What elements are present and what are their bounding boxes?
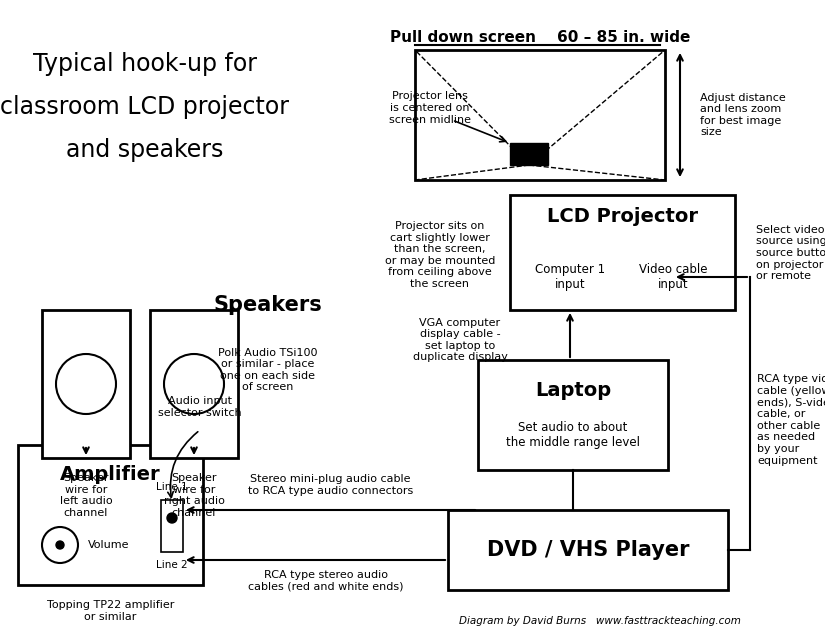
Text: Select video
source using
source button
on projector
or remote: Select video source using source button … [756, 225, 825, 281]
Circle shape [167, 513, 177, 523]
Circle shape [56, 541, 64, 549]
Text: and speakers: and speakers [66, 138, 224, 162]
Text: Pull down screen    60 – 85 in. wide: Pull down screen 60 – 85 in. wide [389, 30, 691, 45]
Text: Amplifier: Amplifier [60, 466, 161, 484]
Text: Topping TP22 amplifier
or similar: Topping TP22 amplifier or similar [47, 600, 174, 621]
Text: Set audio to about
the middle range level: Set audio to about the middle range leve… [506, 421, 640, 449]
Text: Diagram by David Burns   www.fasttrackteaching.com: Diagram by David Burns www.fasttrackteac… [459, 616, 741, 626]
Text: Projector sits on
cart slightly lower
than the screen,
or may be mounted
from ce: Projector sits on cart slightly lower th… [384, 221, 495, 289]
Text: Projector lens
is centered on
screen midline: Projector lens is centered on screen mid… [389, 91, 471, 124]
Text: DVD / VHS Player: DVD / VHS Player [487, 540, 689, 560]
Text: Audio input
selector switch: Audio input selector switch [158, 396, 242, 418]
Bar [510, 195, 735, 310]
Bar [18, 445, 203, 585]
Text: Speaker
wire for
right audio
channel: Speaker wire for right audio channel [163, 473, 224, 518]
Text: Laptop: Laptop [535, 380, 611, 399]
Text: LCD Projector: LCD Projector [547, 207, 698, 226]
Text: classroom LCD projector: classroom LCD projector [1, 95, 290, 119]
Bar [448, 510, 728, 590]
Text: RCA type video
cable (yellow
ends), S-video
cable, or
other cable
as needed
by y: RCA type video cable (yellow ends), S-vi… [757, 375, 825, 466]
Text: Stereo mini-plug audio cable
to RCA type audio connectors: Stereo mini-plug audio cable to RCA type… [248, 475, 413, 496]
Text: Volume: Volume [88, 540, 130, 550]
Bar [161, 500, 183, 552]
Bar [150, 310, 238, 458]
Text: Speaker
wire for
left audio
channel: Speaker wire for left audio channel [59, 473, 112, 518]
Text: Line 1: Line 1 [156, 482, 188, 492]
Text: VGA computer
display cable -
set laptop to
duplicate display: VGA computer display cable - set laptop … [412, 318, 507, 362]
Text: Adjust distance
and lens zoom
for best image
size: Adjust distance and lens zoom for best i… [700, 93, 785, 137]
Bar [510, 143, 548, 165]
Text: RCA type stereo audio
cables (red and white ends): RCA type stereo audio cables (red and wh… [248, 570, 403, 591]
Text: Video cable
input: Video cable input [639, 263, 707, 291]
Text: Computer 1
input: Computer 1 input [535, 263, 605, 291]
Bar [42, 310, 130, 458]
Text: Typical hook-up for: Typical hook-up for [33, 52, 257, 76]
Bar [415, 50, 665, 180]
Bar [478, 360, 668, 470]
Text: Speakers: Speakers [214, 295, 323, 315]
Text: Line 2: Line 2 [156, 560, 188, 570]
Text: Polk Audio TSi100
or similar - place
one on each side
of screen: Polk Audio TSi100 or similar - place one… [219, 348, 318, 392]
